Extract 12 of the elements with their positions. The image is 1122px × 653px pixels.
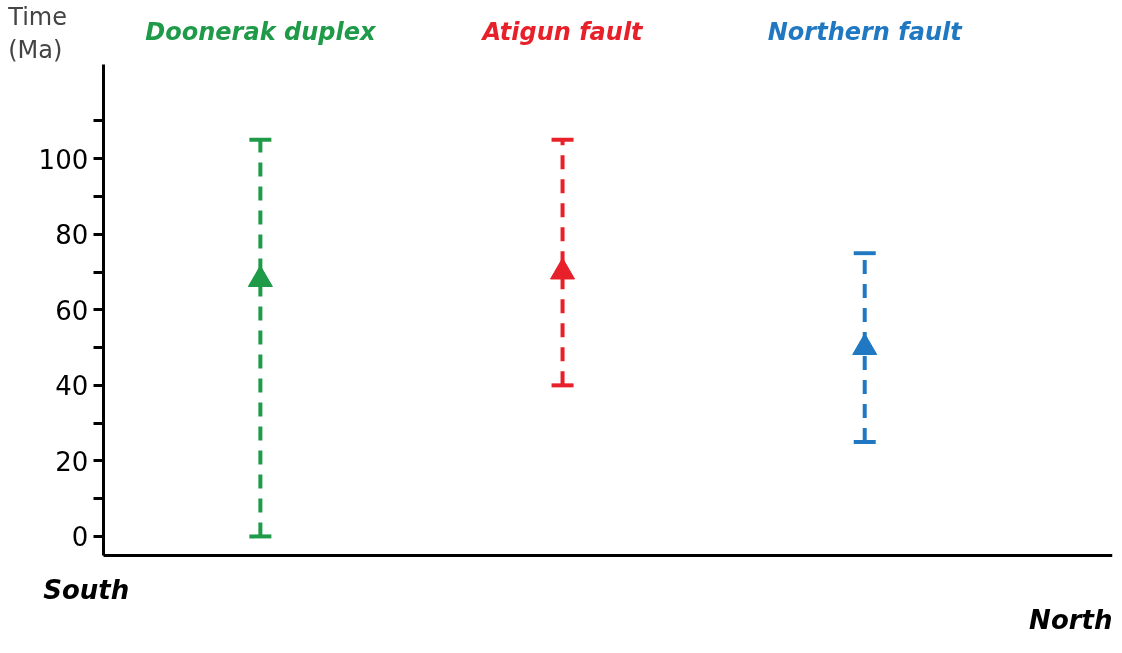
y-tick-label: 100 (38, 144, 89, 175)
text: Northern fault (767, 18, 964, 47)
text: Atigun fault (480, 18, 645, 47)
y-tick-label: 60 (55, 295, 89, 326)
y-tick-label: 80 (55, 220, 89, 251)
y-tick-label: 20 (55, 446, 89, 477)
text: South (43, 575, 130, 606)
y-axis-title: Time (Ma) (7, 2, 67, 65)
y-tick-label: 0 (71, 522, 89, 553)
text: Doonerak duplex (145, 18, 377, 47)
y-tick-label: 40 (55, 371, 89, 402)
text: North (1029, 605, 1113, 636)
